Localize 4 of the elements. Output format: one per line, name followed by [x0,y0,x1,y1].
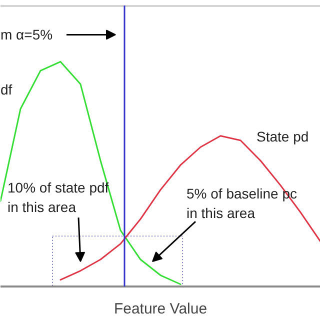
x-axis-title: Feature Value [114,300,208,318]
annotation: df [0,82,12,98]
text: m α=5% [0,26,53,43]
annotation: State pd [256,128,309,145]
